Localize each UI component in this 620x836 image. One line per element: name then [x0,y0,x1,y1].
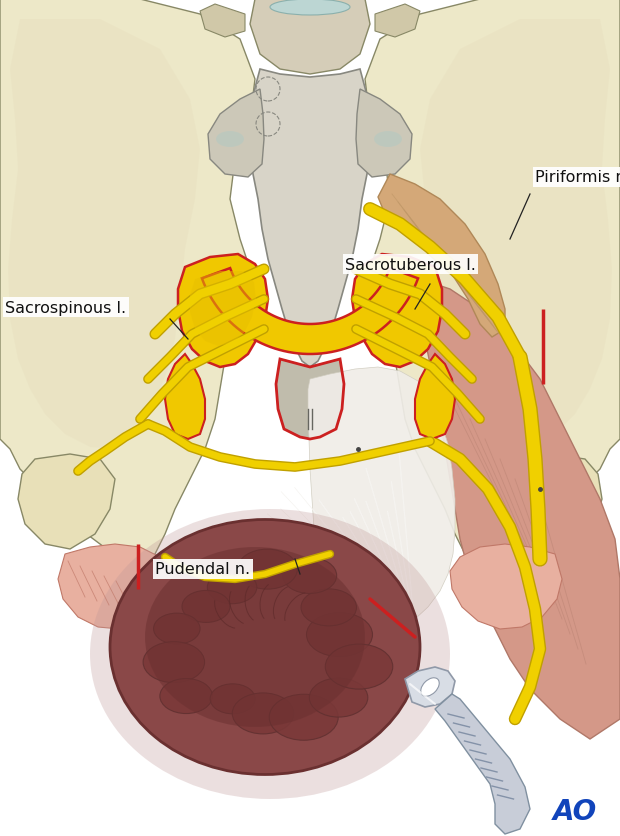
Ellipse shape [306,613,373,657]
Ellipse shape [374,132,402,148]
Polygon shape [0,0,255,564]
Ellipse shape [232,693,294,734]
Polygon shape [190,272,256,347]
Polygon shape [8,20,200,450]
Ellipse shape [270,0,350,16]
Ellipse shape [143,642,205,683]
Polygon shape [276,359,344,440]
Ellipse shape [210,684,255,714]
Ellipse shape [145,548,365,727]
Ellipse shape [309,678,368,717]
Polygon shape [415,354,455,440]
Polygon shape [435,694,530,834]
Ellipse shape [207,571,257,604]
Text: Pudendal n.: Pudendal n. [155,562,250,577]
Polygon shape [365,0,620,564]
Polygon shape [202,268,418,354]
Polygon shape [178,255,268,368]
Polygon shape [250,70,370,368]
Polygon shape [505,455,602,549]
Polygon shape [200,5,245,38]
Text: Piriformis m.: Piriformis m. [535,171,620,186]
Polygon shape [420,280,620,739]
Ellipse shape [421,678,439,696]
Polygon shape [405,667,455,707]
Polygon shape [356,90,412,178]
Polygon shape [308,368,455,630]
Polygon shape [58,544,170,630]
Ellipse shape [301,589,356,626]
Polygon shape [250,0,370,75]
Ellipse shape [160,679,213,714]
Ellipse shape [110,520,420,775]
Polygon shape [208,90,264,178]
Ellipse shape [237,549,298,589]
Polygon shape [450,544,562,630]
Text: Sacrotuberous l.: Sacrotuberous l. [345,257,476,273]
Ellipse shape [216,132,244,148]
Ellipse shape [326,645,392,689]
Ellipse shape [269,695,338,741]
Text: AO: AO [553,797,597,825]
Polygon shape [378,175,505,338]
Ellipse shape [154,614,200,645]
Polygon shape [352,255,442,368]
Polygon shape [375,5,420,38]
Polygon shape [420,20,612,450]
Ellipse shape [283,558,337,594]
Ellipse shape [182,591,230,623]
Text: Sacrospinous l.: Sacrospinous l. [5,300,126,315]
Ellipse shape [90,509,450,799]
Polygon shape [18,455,115,549]
Polygon shape [165,354,205,440]
